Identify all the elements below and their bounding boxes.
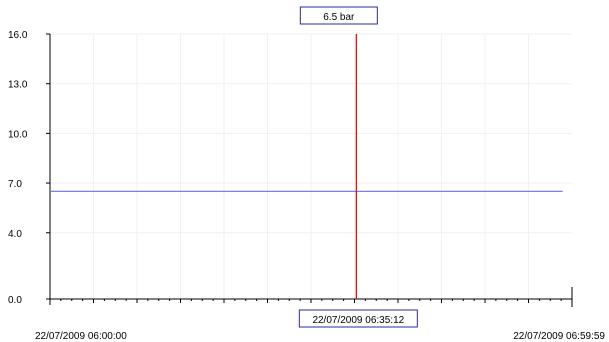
cursor-value-box — [299, 6, 378, 25]
grid — [50, 33, 572, 299]
y-tick-label: 0.0 — [8, 295, 22, 306]
y-tick-label: 16.0 — [8, 30, 28, 41]
axis-labels: 0.0 4.0 7.0 10.0 13.0 16.0 22/07/2009 06:00:00… — [8, 30, 605, 342]
y-tick-label: 7.0 — [8, 179, 22, 190]
cursor-time-box — [298, 309, 418, 328]
x-end-label: 22/07/2009 06:59:59 — [513, 331, 605, 342]
y-tick-label: 4.0 — [8, 229, 22, 240]
x-start-label: 22/07/2009 06:00:00 — [35, 331, 127, 342]
y-tick-label: 13.0 — [8, 80, 28, 91]
y-tick-label: 10.0 — [8, 129, 28, 140]
cursor-value-label: 6.5 bar — [323, 12, 355, 23]
time-cursor[interactable]: 6.5 bar 22/07/2009 06:35:12 — [298, 6, 418, 328]
cursor-time-label: 22/07/2009 06:35:12 — [312, 315, 404, 326]
axes — [46, 33, 573, 307]
